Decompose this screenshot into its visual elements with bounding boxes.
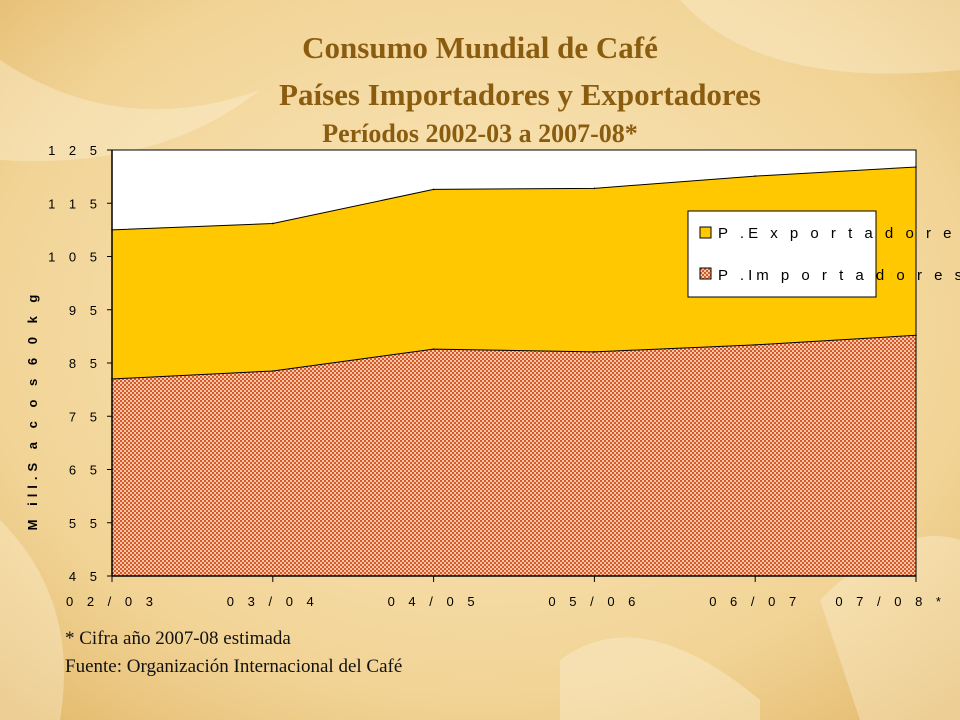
y-tick-label: 1 0 5 — [48, 250, 102, 265]
y-axis-label: M ill.S a c o s 6 0 k g — [25, 290, 40, 531]
legend-swatch-exporters — [699, 226, 712, 239]
legend-label-exporters: P .E x p o r t a d o r e s . — [718, 225, 960, 242]
footnote-estimate: * Cifra año 2007-08 estimada — [65, 628, 291, 649]
data-point — [272, 370, 274, 372]
data-point — [272, 222, 274, 225]
y-tick-label: 9 5 — [69, 303, 102, 318]
x-tick-label: 0 5 / 0 6 — [548, 594, 640, 609]
y-axis: 4 5 5 5 6 5 7 5 8 5 9 5 1 0 5 1 1 5 1 2 5 — [48, 143, 113, 584]
legend-label-importers: P .Im p o r t a d o r e s — [718, 267, 960, 284]
legend-box — [687, 210, 877, 298]
legend-swatch-importers — [699, 267, 712, 280]
data-point — [593, 187, 596, 190]
footnote-source: Fuente: Organización Internacional del C… — [65, 656, 403, 677]
data-point — [593, 351, 596, 353]
x-axis: 0 2 / 0 3 0 3 / 0 4 0 4 / 0 5 0 5 / 0 6 0 6 … — [66, 575, 946, 609]
x-tick-label: 0 6 / 0 7 — [709, 594, 801, 609]
data-point — [432, 188, 435, 191]
data-point — [432, 348, 435, 350]
x-tick-label: 0 3 / 0 4 — [227, 594, 319, 609]
y-tick-label: 1 1 5 — [48, 196, 102, 211]
y-tick-label: 6 5 — [69, 463, 102, 478]
y-tick-label: 8 5 — [69, 356, 102, 371]
x-tick-label: 0 7 / 0 8 * — [835, 594, 946, 609]
x-tick-label: 0 4 / 0 5 — [388, 594, 480, 609]
x-tick-label: 0 2 / 0 3 — [66, 594, 158, 609]
y-tick-label: 1 2 5 — [48, 143, 102, 158]
y-tick-label: 4 5 — [69, 569, 102, 584]
data-point — [754, 175, 756, 177]
y-tick-label: 5 5 — [69, 516, 102, 531]
chart-period: Períodos 2002-03 a 2007-08* — [322, 119, 638, 148]
y-tick-label: 7 5 — [69, 409, 102, 424]
data-point — [754, 344, 756, 346]
chart-title: Consumo Mundial de Café — [302, 30, 658, 65]
chart-subtitle: Países Importadores y Exportadores — [279, 77, 761, 112]
legend: P .E x p o r t a d o r e s . P .Im p o r… — [687, 210, 960, 298]
